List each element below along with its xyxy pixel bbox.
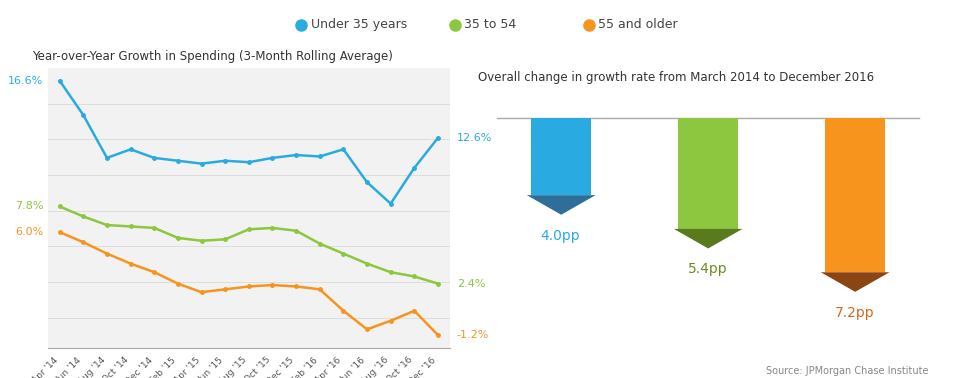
- Polygon shape: [821, 272, 889, 292]
- Text: Source: JPMorgan Chase Institute: Source: JPMorgan Chase Institute: [766, 366, 928, 376]
- Bar: [679, 118, 738, 229]
- Text: 16.6%: 16.6%: [8, 76, 43, 86]
- Text: -1.2%: -1.2%: [456, 330, 489, 340]
- Text: 5.4pp: 5.4pp: [687, 262, 727, 276]
- Polygon shape: [527, 195, 595, 215]
- Text: 7.8%: 7.8%: [14, 201, 43, 211]
- Text: 12.6%: 12.6%: [456, 133, 492, 143]
- Polygon shape: [674, 229, 743, 248]
- Text: 7.2pp: 7.2pp: [835, 306, 874, 320]
- Text: Year-over-Year Growth in Spending (3-Month Rolling Average): Year-over-Year Growth in Spending (3-Mon…: [32, 50, 392, 63]
- Text: 55 and older: 55 and older: [598, 19, 678, 31]
- Bar: [531, 118, 591, 195]
- Text: 4.0pp: 4.0pp: [541, 229, 580, 243]
- Text: Overall change in growth rate from March 2014 to December 2016: Overall change in growth rate from March…: [478, 71, 875, 84]
- Text: Under 35 years: Under 35 years: [311, 19, 408, 31]
- Text: 6.0%: 6.0%: [15, 227, 43, 237]
- Bar: [825, 118, 885, 272]
- Text: 2.4%: 2.4%: [456, 279, 485, 289]
- Text: 35 to 54: 35 to 54: [464, 19, 517, 31]
